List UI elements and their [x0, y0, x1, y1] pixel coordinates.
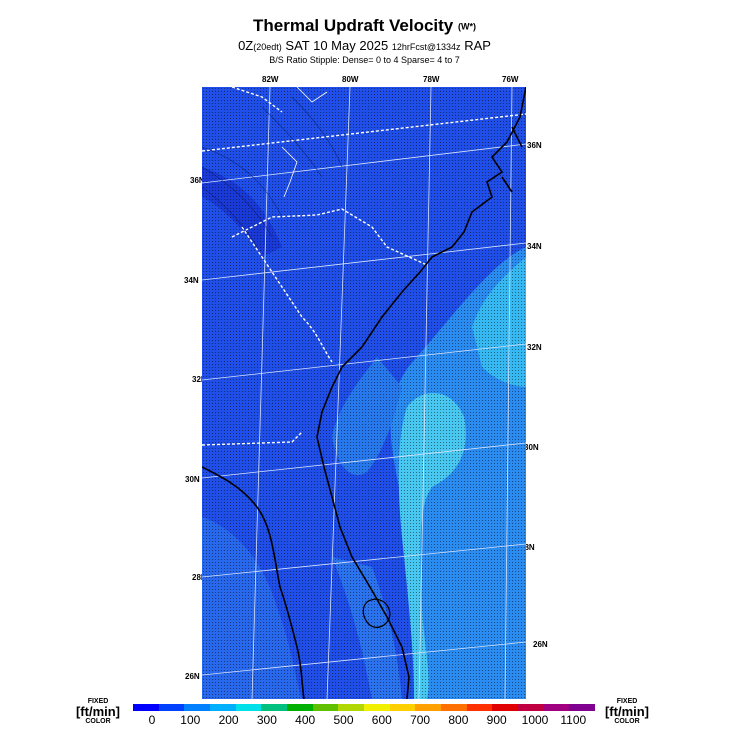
- lon-label-76w: 76W: [502, 75, 519, 84]
- colorbar-left-label: FIXED [ft/min] COLOR: [68, 698, 128, 725]
- colorbar-swatch: [389, 704, 416, 711]
- lat-label-left-32n: 32N: [192, 375, 207, 384]
- grid-lat-26n: [202, 641, 526, 676]
- lat-label-right-30n: 30N: [524, 443, 539, 452]
- colorbar-swatch: [261, 704, 288, 711]
- colorbar-swatch: [364, 704, 390, 711]
- colorbar-tick-label: 900: [486, 713, 507, 727]
- coastline: [202, 87, 526, 699]
- colorbar-swatch: [287, 704, 313, 711]
- colorbar-swatch: [210, 704, 236, 711]
- cb-left-bottom: COLOR: [85, 718, 111, 725]
- coast-sound: [501, 126, 523, 193]
- cb-left-top: FIXED: [87, 698, 109, 705]
- coast-gulf: [202, 466, 305, 699]
- lon-label-78w: 78W: [423, 75, 440, 84]
- subtitle-time: 0Z: [238, 38, 254, 53]
- colorbar-swatch: [158, 704, 185, 711]
- colorbar: [133, 704, 596, 711]
- colorbar-tick-label: 1100: [560, 713, 587, 727]
- colorbar-tick-label: 800: [448, 713, 469, 727]
- stipple-overlay: [202, 87, 526, 699]
- grid-lat-34n: [202, 242, 526, 281]
- lat-label-left-26n: 26N: [185, 672, 200, 681]
- lat-label-right-28n: 28N: [520, 543, 535, 552]
- colorbar-swatch: [466, 704, 493, 711]
- subtitle-date: SAT 10 May 2025: [285, 38, 389, 53]
- title-unit: (W*): [458, 21, 476, 32]
- colorbar-swatch: [312, 704, 339, 711]
- lon-label-80w: 80W: [342, 75, 359, 84]
- colorbar-right-label: FIXED [ft/min] COLOR: [597, 698, 657, 725]
- coast-atlantic: [316, 87, 526, 699]
- colorbar-tick-label: 200: [218, 713, 239, 727]
- lat-label-right-32n: 32N: [527, 343, 542, 352]
- lat-label-left-34n: 34N: [184, 276, 199, 285]
- thermal-velocity-map: [202, 87, 526, 699]
- colorbar-swatch: [235, 704, 262, 711]
- lat-label-right-34n: 34N: [527, 242, 542, 251]
- grid-lat-30n: [202, 442, 526, 479]
- border-nc-sc: [231, 208, 428, 266]
- grid-lat-32n: [202, 343, 526, 381]
- lon-label-82w: 82W: [262, 75, 279, 84]
- state-borders: [202, 87, 526, 446]
- border-ga-fl: [202, 431, 303, 446]
- colorbar-swatch: [441, 704, 467, 711]
- chart-title: Thermal Updraft Velocity (W*): [0, 16, 729, 36]
- lake-okeechobee: [362, 598, 391, 628]
- subtitle-fcst: 12hrFcst@1334z: [391, 42, 461, 52]
- subtitle-tz: (20edt): [253, 42, 282, 52]
- colorbar-swatch: [338, 704, 365, 711]
- lat-label-left-36n: 36N: [190, 176, 205, 185]
- colorbar-swatch: [518, 704, 544, 711]
- grid-lat-36n: [202, 143, 526, 184]
- colorbar-tick-label: 300: [256, 713, 277, 727]
- colorbar-tick-label: 0: [148, 713, 156, 727]
- subtitle-model: RAP: [464, 38, 491, 53]
- title-text: Thermal Updraft Velocity: [252, 16, 454, 35]
- grid-lon-80w: [326, 87, 351, 699]
- colorbar-tick-label: 100: [180, 713, 201, 727]
- colorbar-swatch: [569, 704, 596, 711]
- terrain-contours: [202, 96, 343, 248]
- lat-label-left-28n: 28N: [192, 573, 207, 582]
- colorbar-swatch: [133, 704, 159, 711]
- stipple-note: B/S Ratio Stipple: Dense= 0 to 4 Sparse=…: [269, 55, 460, 65]
- colorbar-tick-label: 400: [295, 713, 316, 727]
- colorbar-swatch: [415, 704, 442, 711]
- colorbar-swatch: [492, 704, 519, 711]
- border-sc-ga: [241, 226, 333, 363]
- lat-label-right-36n: 36N: [527, 141, 542, 150]
- colorbar-tick-label: 600: [371, 713, 392, 727]
- lat-label-right-26n: 26N: [533, 640, 548, 649]
- lat-label-left-30n: 30N: [185, 475, 200, 484]
- colorbar-tick-label: 700: [410, 713, 431, 727]
- cb-right-mid: [ft/min]: [604, 704, 650, 719]
- colorbar-swatch: [184, 704, 211, 711]
- colorbar-tick-label: 1000: [521, 713, 549, 727]
- border-va-nc: [202, 113, 526, 152]
- grid-lon-78w: [418, 87, 432, 699]
- colorbar-swatch: [543, 704, 570, 711]
- cb-right-bottom: COLOR: [614, 718, 640, 725]
- cb-left-mid: [ft/min]: [75, 704, 121, 719]
- colorbar-tick-label: 500: [333, 713, 354, 727]
- rivers: [281, 87, 328, 198]
- grid-lon-82w: [251, 87, 271, 699]
- border-tn: [231, 87, 283, 113]
- cb-right-top: FIXED: [616, 698, 638, 705]
- forecast-subtitle: 0Z(20edt) SAT 10 May 2025 12hrFcst@1334z…: [0, 38, 729, 53]
